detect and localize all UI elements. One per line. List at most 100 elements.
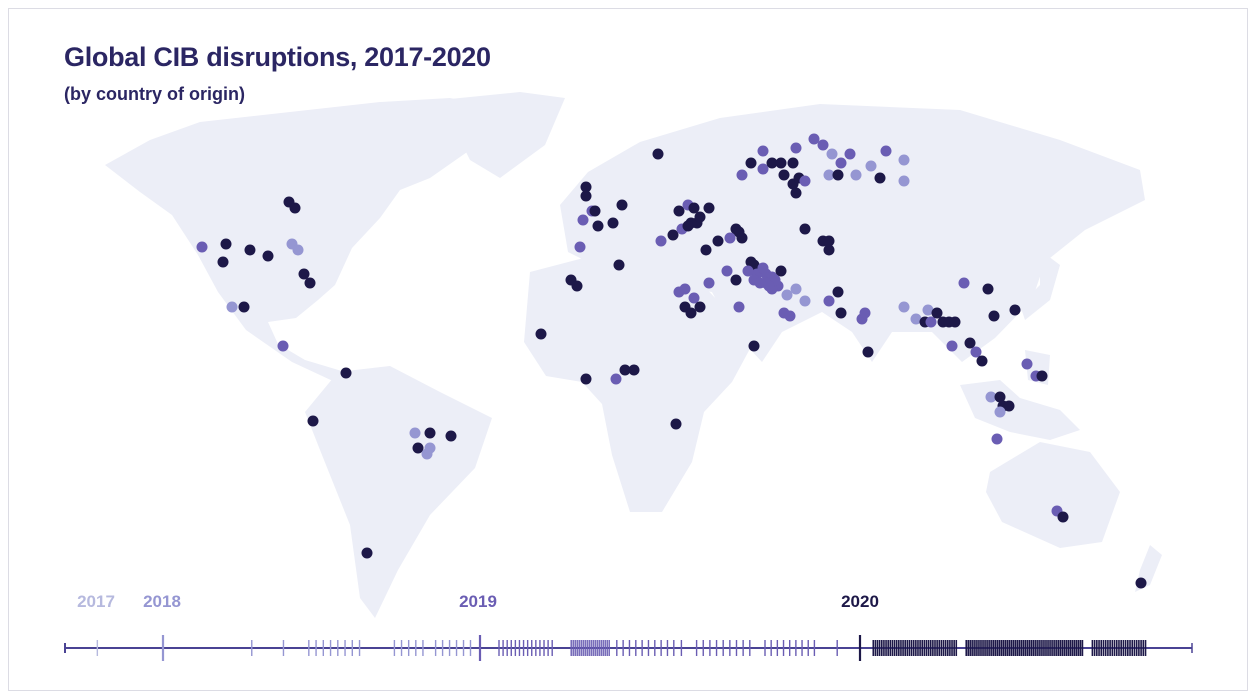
year-label-2017: 2017 (77, 592, 115, 611)
disruption-dot-2019 (991, 433, 1003, 445)
disruption-dot-2020 (220, 238, 232, 250)
disruption-dots (196, 133, 1147, 589)
disruption-dot-2020 (580, 190, 592, 202)
disruption-dot-2019 (688, 292, 700, 304)
disruption-dot-2019 (946, 340, 958, 352)
disruption-dot-2019 (790, 142, 802, 154)
disruption-dot-2019 (799, 175, 811, 187)
disruption-dot-2019 (817, 139, 829, 151)
disruption-dot-2020 (688, 202, 700, 214)
disruption-dot-2020 (976, 355, 988, 367)
disruption-dot-2019 (277, 340, 289, 352)
disruption-dot-2020 (745, 256, 757, 268)
africa (524, 255, 752, 512)
disruption-dot-2020 (670, 418, 682, 430)
disruption-dot-2019 (655, 235, 667, 247)
disruption-dot-2019 (577, 214, 589, 226)
disruption-dot-2020 (304, 277, 316, 289)
chart-title: Global CIB disruptions, 2017-2020 (64, 42, 491, 72)
disruption-dot-2020 (1135, 577, 1147, 589)
disruption-dot-2019 (736, 169, 748, 181)
disruption-dot-2020 (931, 307, 943, 319)
disruption-dot-2020 (748, 340, 760, 352)
disruption-dot-2019 (808, 133, 820, 145)
disruption-dot-2019 (610, 373, 622, 385)
disruption-dot-2018 (985, 391, 997, 403)
north-america (105, 98, 500, 386)
disruption-dot-2020 (730, 274, 742, 286)
disruption-dot-2020 (775, 157, 787, 169)
disruption-dot-2020 (619, 364, 631, 376)
disruption-dot-2019 (703, 277, 715, 289)
disruption-dot-2020 (700, 244, 712, 256)
disruption-dot-2020 (616, 199, 628, 211)
disruption-dot-2019 (742, 265, 754, 277)
land-masses (105, 92, 1162, 618)
disruption-dot-2018 (823, 169, 835, 181)
disruption-dot-2020 (787, 157, 799, 169)
disruption-dot-2020 (340, 367, 352, 379)
disruption-dot-2018 (781, 289, 793, 301)
disruption-dot-2020 (298, 268, 310, 280)
disruption-dot-2019 (679, 283, 691, 295)
disruption-dot-2020 (667, 229, 679, 241)
disruption-dot-2020 (823, 244, 835, 256)
disruption-dot-2019 (784, 310, 796, 322)
disruption-dot-2020 (592, 220, 604, 232)
disruption-dot-2020 (862, 346, 874, 358)
disruption-dot-2020 (964, 337, 976, 349)
southeast-asia-islands (960, 350, 1080, 440)
year-label-2019: 2019 (459, 592, 497, 611)
disruption-dot-2020 (1009, 304, 1021, 316)
disruption-dot-2020 (694, 211, 706, 223)
disruption-dot-2019 (757, 163, 769, 175)
disruption-dot-2020 (217, 256, 229, 268)
disruption-dot-2020 (745, 157, 757, 169)
disruption-dot-2020 (628, 364, 640, 376)
disruption-dot-2020 (778, 169, 790, 181)
disruption-dot-2018 (850, 169, 862, 181)
disruption-dot-2019 (724, 232, 736, 244)
disruption-dot-2020 (238, 301, 250, 313)
disruption-dot-2020 (571, 280, 583, 292)
timeline (64, 635, 1193, 661)
disruption-dot-2020 (799, 223, 811, 235)
disruption-dot-2019 (970, 346, 982, 358)
disruption-dot-2020 (832, 286, 844, 298)
disruption-dot-2019 (859, 307, 871, 319)
disruption-dot-2019 (196, 241, 208, 253)
disruption-dot-2018 (226, 301, 238, 313)
disruption-dot-2019 (835, 157, 847, 169)
disruption-dot-2020 (874, 172, 886, 184)
disruption-dot-2018 (898, 175, 910, 187)
disruption-dot-2020 (673, 205, 685, 217)
disruption-dot-2020 (832, 169, 844, 181)
disruption-dot-2018 (922, 304, 934, 316)
australia (986, 442, 1120, 548)
disruption-dot-2020 (1003, 400, 1015, 412)
chart-subtitle: (by country of origin) (64, 84, 245, 104)
disruption-dot-2018 (994, 406, 1006, 418)
disruption-dot-2019 (880, 145, 892, 157)
disruption-dot-2020 (244, 244, 256, 256)
disruption-dot-2020 (412, 442, 424, 454)
disruption-dot-2020 (445, 430, 457, 442)
disruption-dot-2020 (790, 187, 802, 199)
disruption-dot-2019 (823, 295, 835, 307)
disruption-dot-2020 (607, 217, 619, 229)
year-label-2018: 2018 (143, 592, 181, 611)
disruption-dot-2020 (580, 181, 592, 193)
disruption-dot-2020 (835, 307, 847, 319)
disruption-dot-2018 (910, 313, 922, 325)
disruption-dot-2020 (994, 391, 1006, 403)
disruption-dot-2020 (775, 265, 787, 277)
disruption-dot-2020 (289, 202, 301, 214)
disruption-dot-2019 (721, 265, 733, 277)
disruption-dot-2020 (682, 220, 694, 232)
disruption-dot-2020 (580, 373, 592, 385)
disruption-dot-2019 (574, 241, 586, 253)
south-america (305, 366, 492, 618)
disruption-dot-2020 (307, 415, 319, 427)
disruption-dot-2019 (757, 262, 769, 274)
